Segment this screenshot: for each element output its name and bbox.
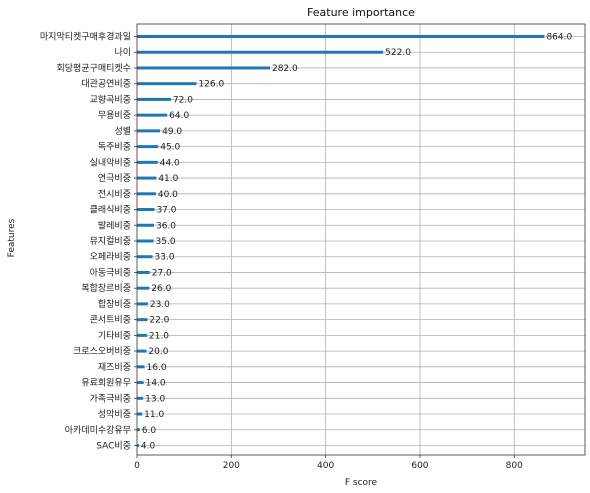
- bar: [137, 255, 153, 259]
- bar: [137, 176, 157, 180]
- plot-frame: [136, 23, 586, 456]
- y-tick-label: 회당평균구매티켓수: [56, 63, 131, 74]
- bar: [137, 223, 154, 227]
- x-tick-label: 0: [134, 461, 140, 471]
- y-tick-label: 성악비중: [98, 408, 131, 420]
- y-tick-label: 실내악비중: [90, 156, 131, 168]
- value-label: 23.0: [150, 300, 170, 310]
- value-label: 22.0: [149, 316, 169, 326]
- y-tick-label: 오페라비중: [90, 252, 131, 263]
- bar: [137, 145, 159, 149]
- bar: [137, 129, 161, 133]
- value-label: 64.0: [169, 111, 189, 121]
- bar: [137, 270, 150, 274]
- bar: [137, 396, 144, 400]
- x-tick-label: 400: [317, 461, 334, 471]
- y-tick-label: 교향곡비중: [90, 93, 131, 105]
- y-tick-label: 유료회원유무: [81, 378, 131, 389]
- y-tick-label: 나이: [114, 47, 131, 58]
- bar: [137, 97, 171, 101]
- bar: [137, 160, 158, 164]
- y-tick-label: 합창비중: [98, 299, 131, 310]
- y-tick-label: 재즈비중: [98, 362, 131, 373]
- value-label: 13.0: [145, 394, 165, 404]
- y-axis-title: Features: [7, 218, 17, 257]
- bar: [137, 192, 156, 196]
- value-label: 20.0: [148, 347, 168, 357]
- y-tick-label: 아카데미수강유무: [65, 425, 131, 436]
- bars: [137, 35, 545, 447]
- value-label: 4.0: [141, 441, 156, 451]
- x-axis-ticks: 0 200 400 600 800: [134, 455, 523, 471]
- y-tick-label: 발레비중: [98, 220, 131, 231]
- x-tick-label: 800: [506, 461, 523, 471]
- bar: [137, 35, 545, 38]
- bar: [137, 333, 147, 337]
- bar: [137, 412, 143, 416]
- value-label: 45.0: [160, 143, 180, 153]
- y-tick-label: 콘서트비중: [90, 315, 131, 326]
- bar: [137, 428, 140, 432]
- x-axis-title: F score: [345, 478, 378, 488]
- y-tick-label: 기타비중: [98, 330, 131, 341]
- value-labels: 864.0 522.0 282.0 126.0 72.0 64.0 49.0 45.0 44.0…: [141, 33, 573, 452]
- value-label: 282.0: [272, 64, 298, 74]
- bar: [137, 50, 384, 54]
- bar: [137, 286, 150, 290]
- value-label: 864.0: [546, 33, 572, 43]
- chart-title: Feature importance: [307, 6, 415, 19]
- bar: [137, 66, 270, 70]
- value-label: 37.0: [156, 206, 176, 216]
- value-label: 27.0: [152, 268, 172, 278]
- y-tick-label: 가족극비중: [90, 393, 131, 404]
- y-tick-label: 복합장르비중: [81, 283, 131, 294]
- value-label: 49.0: [162, 127, 182, 137]
- bar: [137, 113, 168, 117]
- y-tick-label: 대관공연비중: [81, 79, 131, 90]
- y-tick-label: 무용비중: [98, 110, 131, 121]
- bar: [137, 443, 139, 447]
- y-tick-label: 연극비중: [98, 173, 131, 184]
- bar: [137, 365, 145, 369]
- bar: [137, 82, 197, 86]
- x-tick-label: 600: [411, 461, 428, 471]
- y-tick-label: 크로스오버비중: [73, 346, 131, 357]
- value-label: 522.0: [385, 48, 411, 58]
- value-label: 72.0: [173, 95, 193, 105]
- y-tick-label: 독주비중: [98, 142, 131, 153]
- y-tick-label: 클래식비중: [90, 205, 131, 216]
- value-label: 40.0: [158, 190, 178, 200]
- x-tick-label: 200: [223, 461, 240, 471]
- value-label: 16.0: [147, 363, 167, 373]
- value-label: 35.0: [156, 237, 176, 247]
- value-label: 41.0: [158, 174, 178, 184]
- bar: [137, 349, 147, 353]
- bar: [137, 381, 144, 385]
- value-label: 21.0: [149, 331, 169, 341]
- y-tick-label: 성별: [114, 126, 131, 137]
- bar: [137, 208, 155, 212]
- value-label: 26.0: [151, 284, 171, 294]
- y-tick-label: 아동극비중: [90, 267, 131, 278]
- value-label: 126.0: [198, 80, 224, 90]
- y-tick-label: 뮤지컬비중: [90, 236, 131, 247]
- y-tick-label: 마지막티켓구매후경과일: [40, 31, 131, 43]
- bar: [137, 239, 154, 243]
- y-tick-label: 전시비중: [98, 189, 131, 200]
- value-label: 6.0: [142, 426, 157, 436]
- value-label: 33.0: [155, 253, 175, 263]
- y-tick-label: SAC비중: [96, 440, 131, 451]
- bar: [137, 302, 148, 306]
- bar: [137, 318, 148, 322]
- value-label: 14.0: [146, 379, 166, 389]
- y-axis-ticks: 마지막티켓구매후경과일나이회당평균구매티켓수대관공연비중교향곡비중무용비중성별독…: [40, 31, 137, 451]
- plot-border: [136, 23, 586, 456]
- value-label: 11.0: [144, 410, 164, 420]
- value-label: 44.0: [160, 158, 180, 168]
- value-label: 36.0: [156, 221, 176, 231]
